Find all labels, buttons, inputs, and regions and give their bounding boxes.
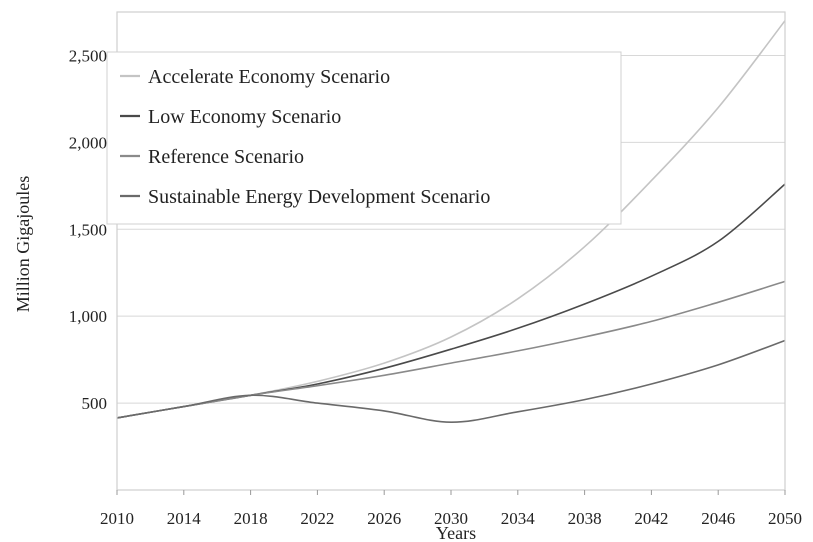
x-axis: 2010 2014 2018 2022 2026 2030 2034 2038 2042 2046… — [100, 490, 802, 528]
x-tick-label: 2018 — [234, 509, 268, 528]
legend-box — [106, 51, 622, 225]
series-line-3 — [116, 339, 786, 424]
series-line-2 — [116, 280, 786, 419]
x-tick-label: 2038 — [568, 509, 602, 528]
y-axis-title: Million Gigajoules — [13, 176, 33, 313]
series-layer — [116, 20, 786, 424]
y-tick-label: 2,500 — [69, 46, 107, 65]
y-tick-label: 1,000 — [69, 307, 107, 326]
x-tick-label: 2050 — [768, 509, 802, 528]
x-tick-label: 2030 — [434, 509, 468, 528]
x-tick-label: 2034 — [501, 509, 536, 528]
x-axis-title: Years — [436, 523, 476, 542]
x-tick-label: 2022 — [300, 509, 334, 528]
y-axis: 500 1,000 1,500 2,000 2,500 — [69, 46, 107, 413]
x-tick-label: 2010 — [100, 509, 134, 528]
y-tick-label: 500 — [82, 394, 108, 413]
x-tick-label: 2042 — [634, 509, 668, 528]
x-tick-label: 2026 — [367, 509, 401, 528]
legend-label: Reference Scenario — [148, 146, 304, 168]
legend-label: Low Economy Scenario — [148, 106, 341, 128]
y-tick-label: 2,000 — [69, 133, 107, 152]
legend-label: Sustainable Energy Development Scenario — [148, 186, 490, 208]
legend-label: Accelerate Economy Scenario — [148, 66, 390, 88]
legend: Accelerate Economy Scenario Low Economy S… — [106, 51, 622, 225]
x-tick-label: 2046 — [701, 509, 735, 528]
y-tick-label: 1,500 — [69, 220, 107, 239]
x-tick-label: 2014 — [167, 509, 202, 528]
